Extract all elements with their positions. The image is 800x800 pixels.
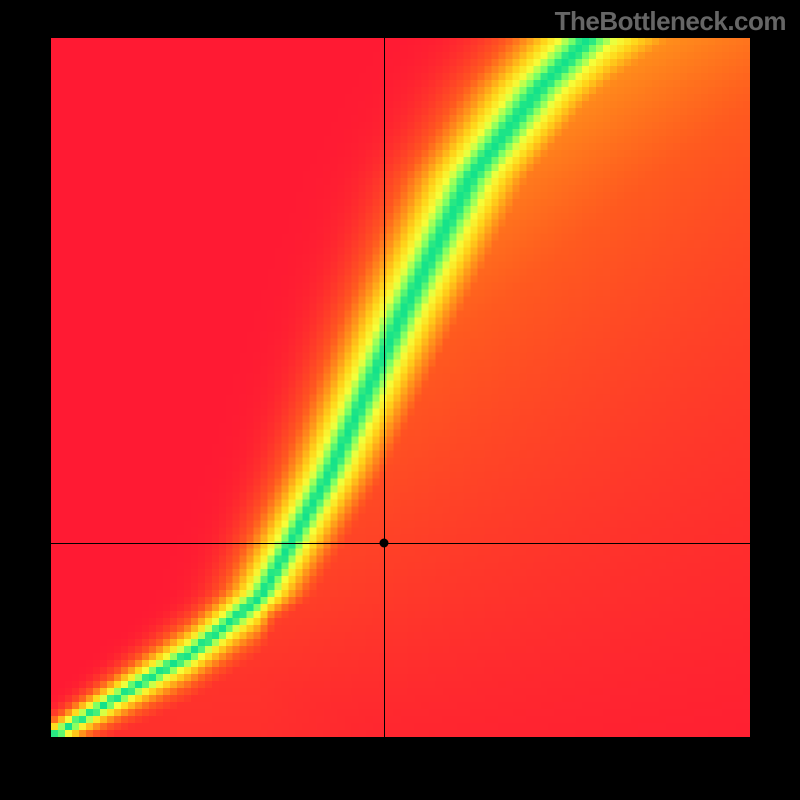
crosshair-horizontal [51,543,750,544]
heatmap-plot [51,38,750,737]
watermark-label: TheBottleneck.com [555,6,786,37]
crosshair-marker-dot [379,538,388,547]
heatmap-canvas [51,38,750,737]
crosshair-vertical [384,38,385,737]
